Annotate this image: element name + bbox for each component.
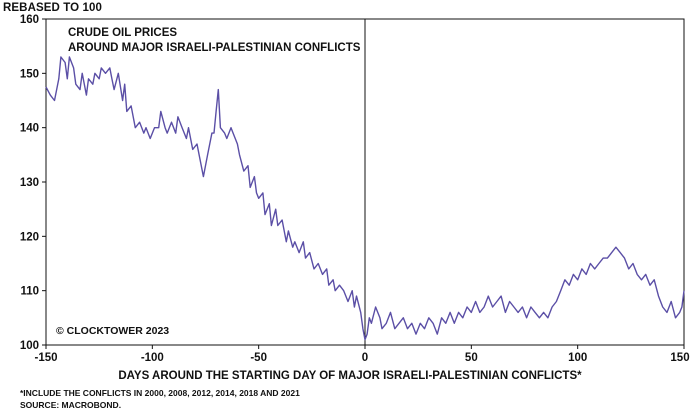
- y-tick-label: 150: [20, 68, 39, 80]
- footnote-conflicts: *INCLUDE THE CONFLICTS IN 2000, 2008, 20…: [20, 388, 300, 398]
- y-tick-label: 110: [20, 286, 39, 298]
- x-tick-label: 150: [670, 352, 689, 364]
- series-layer: [45, 56, 685, 341]
- copyright-annotation: © CLOCKTOWER 2023: [56, 325, 170, 337]
- x-tick-label: 100: [568, 352, 587, 364]
- chart-title-line-2: AROUND MAJOR ISRAELI-PALESTINIAN CONFLIC…: [68, 42, 361, 54]
- y-tick-label: 130: [20, 177, 39, 189]
- chart-title: CRUDE OIL PRICES AROUND MAJOR ISRAELI-PA…: [68, 26, 360, 56]
- axes-layer: [45, 18, 685, 346]
- x-tick-label: -100: [141, 352, 164, 364]
- y-tick-label: 100: [20, 340, 39, 352]
- y-axis-label: REBASED TO 100: [3, 2, 102, 14]
- y-tick-label: 140: [20, 123, 39, 135]
- x-tick-label: -50: [250, 352, 267, 364]
- x-tick-label: 0: [362, 352, 368, 364]
- y-tick-label: 160: [20, 14, 39, 26]
- series-line: [45, 56, 685, 341]
- x-tick-label: -150: [34, 352, 57, 364]
- chart-title-line-1: CRUDE OIL PRICES: [68, 27, 178, 39]
- x-axis-label: DAYS AROUND THE STARTING DAY OF MAJOR IS…: [118, 370, 582, 382]
- footnotes: *INCLUDE THE CONFLICTS IN 2000, 2008, 20…: [20, 388, 300, 411]
- ticks-layer: 100 110 120 130 140 150 160 -150 -100 -50 0 50 100 15…: [20, 14, 690, 364]
- x-tick-label: 50: [465, 352, 478, 364]
- footnote-source: SOURCE: MACROBOND.: [20, 399, 122, 410]
- y-tick-label: 120: [20, 231, 39, 243]
